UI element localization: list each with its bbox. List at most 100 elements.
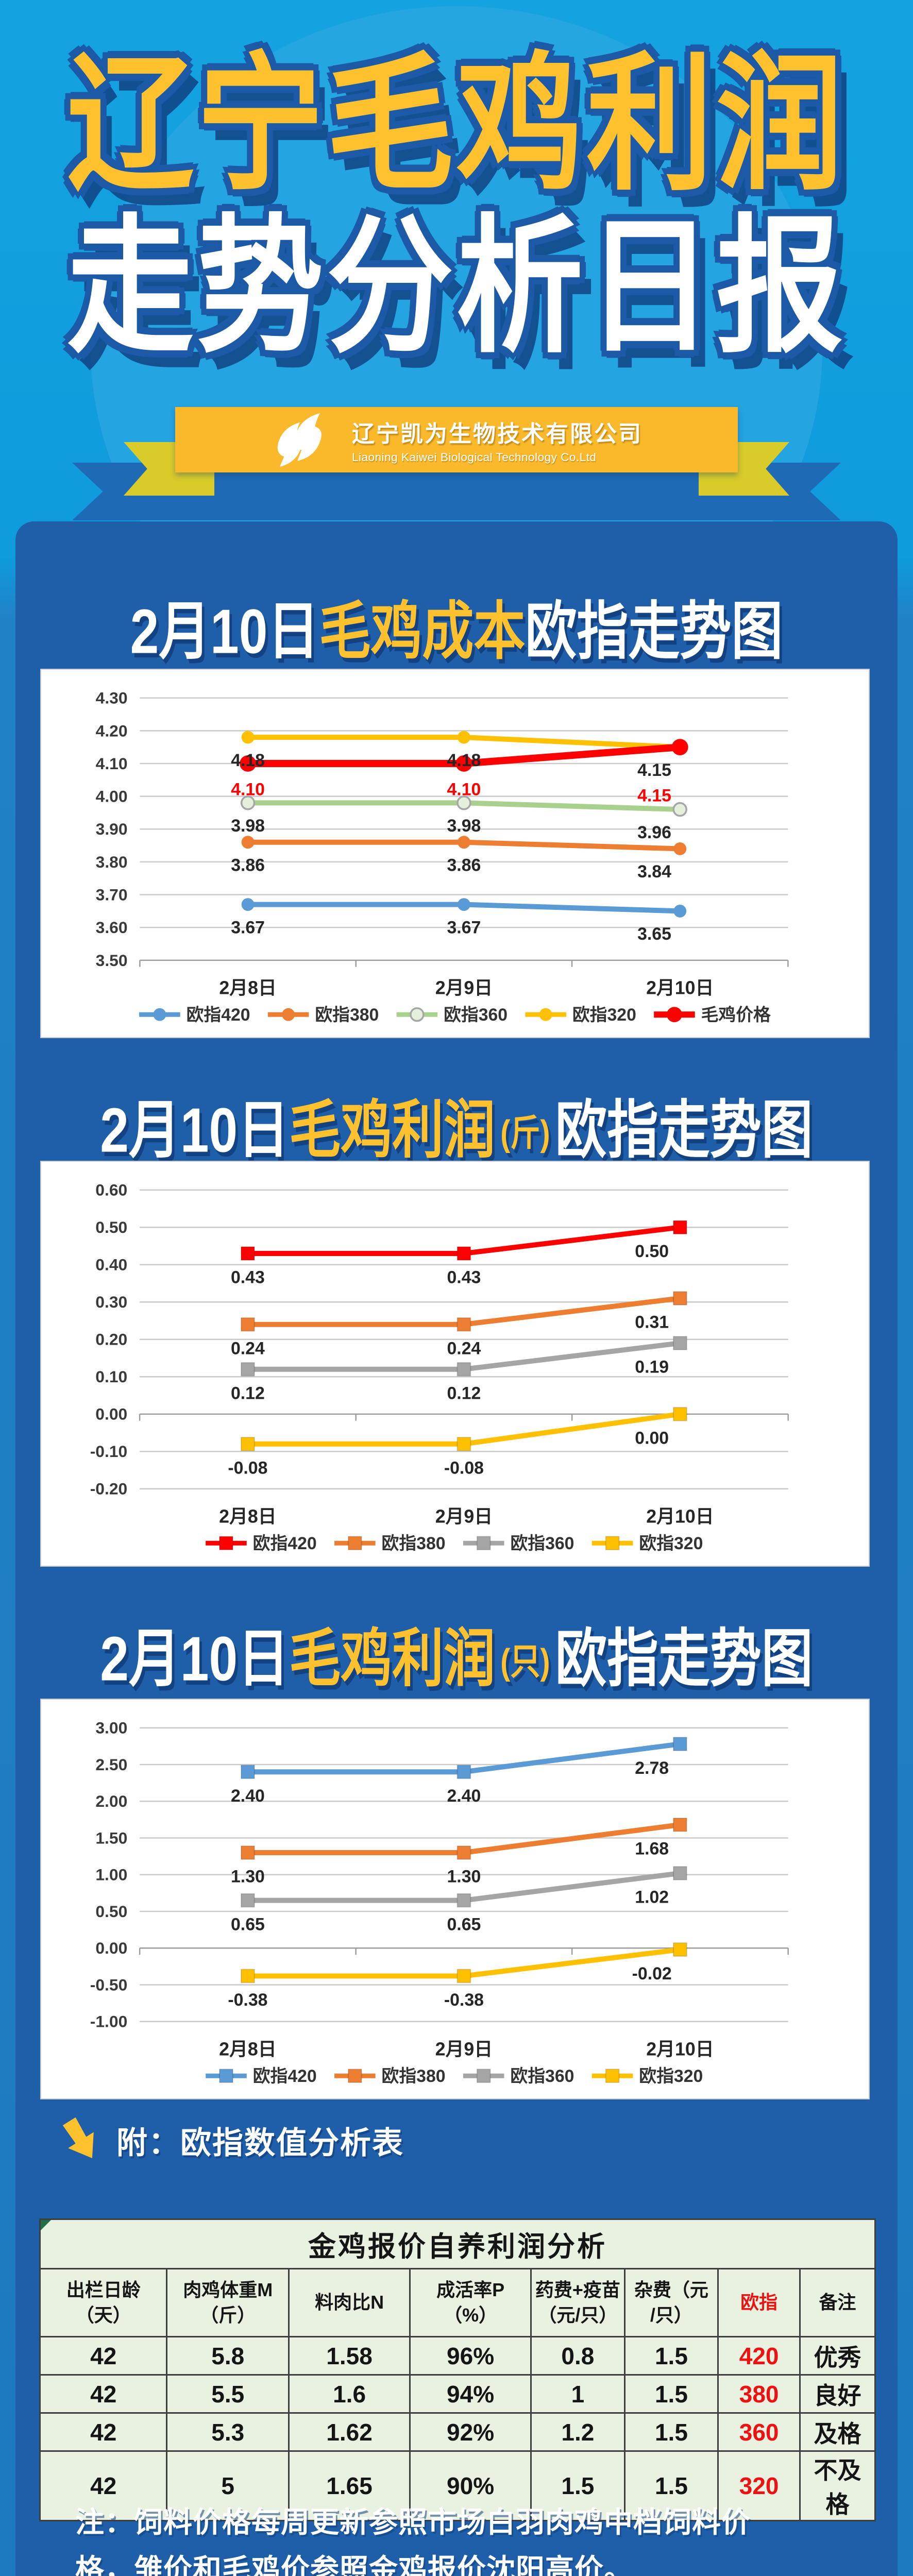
table-cell: 1.62 <box>288 2412 411 2452</box>
data-point <box>672 1817 687 1832</box>
svg-text:0.20: 0.20 <box>95 1330 127 1349</box>
col-header-weight: 肉鸡体重M （斤） <box>166 2268 290 2337</box>
company-name-cn: 辽宁凯为生物技术有限公司 <box>352 421 643 447</box>
data-point <box>241 731 255 744</box>
data-point <box>240 1893 255 1908</box>
table-cell: 1.2 <box>530 2412 625 2452</box>
data-label: 0.65 <box>447 1914 481 1934</box>
table-cell: 5.8 <box>166 2336 290 2376</box>
data-point <box>240 1362 255 1377</box>
data-label: 1.02 <box>635 1888 669 1907</box>
data-point <box>672 802 687 817</box>
title-prefix: 2月10日 <box>100 1095 290 1166</box>
data-point <box>673 1291 687 1306</box>
data-point <box>672 1866 687 1880</box>
table-cell: 5.5 <box>166 2374 290 2414</box>
annex-heading: 附：欧指数值分析表 <box>59 2117 404 2163</box>
svg-text:3.70: 3.70 <box>96 885 128 904</box>
legend-item: 欧指420 <box>139 1005 250 1025</box>
table-row: 42 5.5 1.6 94% 1 1.5 380 良好 <box>39 2374 876 2414</box>
data-label: 3.67 <box>447 918 481 937</box>
main-title-line1: 辽宁毛鸡利润 <box>66 42 846 208</box>
data-point <box>457 1246 471 1261</box>
title-unit: (斤) <box>500 1112 550 1154</box>
legend-item: 欧指360 <box>463 1534 574 1553</box>
legend-item: 欧指360 <box>396 1005 508 1025</box>
x-axis-label: 2月9日 <box>435 977 493 998</box>
x-axis-label: 2月9日 <box>435 1506 493 1527</box>
col-header-medicine: 药费+疫苗 （元/只） <box>530 2268 625 2337</box>
col-header-survival: 成活率P （%） <box>409 2268 532 2337</box>
table-cell: 5.3 <box>166 2412 290 2452</box>
x-axis-label: 2月10日 <box>646 977 714 998</box>
legend-item: 欧指320 <box>591 1534 703 1553</box>
x-axis-label: 2月9日 <box>435 2039 493 2059</box>
data-label: 0.00 <box>635 1428 669 1448</box>
cost-chart: 4.30 4.20 4.10 4.00 3.90 3.80 3.70 3.60 3.50 3.67… <box>40 669 870 1038</box>
x-axis-label: 2月8日 <box>219 977 276 998</box>
svg-text:3.50: 3.50 <box>96 951 128 970</box>
title-suffix: 欧指走势图 <box>555 1623 813 1694</box>
svg-text:欧指320: 欧指320 <box>639 2066 703 2086</box>
table-cell: 42 <box>39 2450 168 2521</box>
data-label: 4.15 <box>637 786 671 806</box>
svg-text:0.30: 0.30 <box>95 1293 127 1311</box>
data-label: -0.08 <box>444 1458 484 1478</box>
table-cell: 0.8 <box>530 2336 625 2376</box>
svg-text:欧指420: 欧指420 <box>253 1534 317 1553</box>
table-cell: 1 <box>530 2374 625 2414</box>
table-cell: 42 <box>39 2374 168 2414</box>
svg-text:3.60: 3.60 <box>96 918 128 937</box>
svg-text:4.30: 4.30 <box>96 689 128 707</box>
data-label: 4.18 <box>231 751 265 770</box>
data-point <box>673 842 687 855</box>
x-axis-label: 2月10日 <box>646 2039 714 2059</box>
svg-text:2.00: 2.00 <box>95 1792 127 1810</box>
svg-text:1.50: 1.50 <box>95 1828 127 1847</box>
svg-text:欧指360: 欧指360 <box>510 1534 574 1553</box>
svg-text:3.00: 3.00 <box>95 1719 127 1737</box>
table-cell: 92% <box>409 2412 532 2452</box>
data-label: 0.19 <box>635 1358 669 1377</box>
table-cell: 90% <box>409 2450 532 2521</box>
section-title-cost: 2月10日毛鸡成本欧指走势图 <box>15 580 898 671</box>
legend-item: 毛鸡价格 <box>654 1005 771 1025</box>
main-title-line2: 走势分析日报 <box>66 204 846 370</box>
svg-text:欧指320: 欧指320 <box>572 1005 636 1025</box>
svg-text:欧指380: 欧指380 <box>315 1005 379 1025</box>
svg-text:-0.50: -0.50 <box>90 1975 128 1994</box>
svg-text:欧指360: 欧指360 <box>444 1005 508 1025</box>
table-row: 42 5.3 1.62 92% 1.2 1.5 360 及格 <box>39 2412 876 2452</box>
data-point <box>240 1969 255 1984</box>
table-cell: 420 <box>717 2336 801 2376</box>
data-label: 2.78 <box>635 1758 669 1778</box>
svg-text:0.00: 0.00 <box>95 1939 127 1957</box>
x-axis-label: 2月10日 <box>646 1506 714 1527</box>
company-name-block: 辽宁凯为生物技术有限公司 Liaoning Kaiwei Biological … <box>352 415 643 464</box>
profit-per-jin-chart: 0.60 0.50 0.40 0.30 0.20 0.10 0.00 -0.10 -0.20 0.… <box>40 1161 870 1567</box>
title-highlight: 毛鸡利润 <box>289 1623 496 1694</box>
col-header-fcr: 料肉比N <box>288 2268 411 2337</box>
table-cell: 380 <box>717 2374 801 2414</box>
title-prefix: 2月10日 <box>130 596 319 667</box>
data-label: 0.12 <box>231 1383 265 1403</box>
svg-text:0.60: 0.60 <box>95 1181 127 1199</box>
svg-text:0.50: 0.50 <box>95 1218 127 1236</box>
data-label: 3.86 <box>231 855 265 875</box>
data-point <box>673 904 687 918</box>
data-label: 3.84 <box>637 862 671 882</box>
svg-text:0.50: 0.50 <box>95 1902 127 1921</box>
svg-text:4.00: 4.00 <box>96 787 128 806</box>
legend-item: 欧指380 <box>334 2066 446 2086</box>
svg-text:1.00: 1.00 <box>95 1866 127 1884</box>
section-title-profit-bird: 2月10日毛鸡利润 (只) 欧指走势图 <box>15 1607 898 1699</box>
table-title-row: 金鸡报价自养利润分析 <box>39 2218 876 2269</box>
data-point <box>672 1942 687 1957</box>
chart-svg: 0.60 0.50 0.40 0.30 0.20 0.10 0.00 -0.10 -0.20 0.… <box>90 1181 789 1553</box>
data-label: 0.24 <box>447 1338 481 1358</box>
data-label: 1.68 <box>635 1839 669 1859</box>
data-label: 0.12 <box>447 1383 481 1403</box>
data-label: 3.67 <box>231 918 265 937</box>
svg-text:0.10: 0.10 <box>95 1367 127 1386</box>
